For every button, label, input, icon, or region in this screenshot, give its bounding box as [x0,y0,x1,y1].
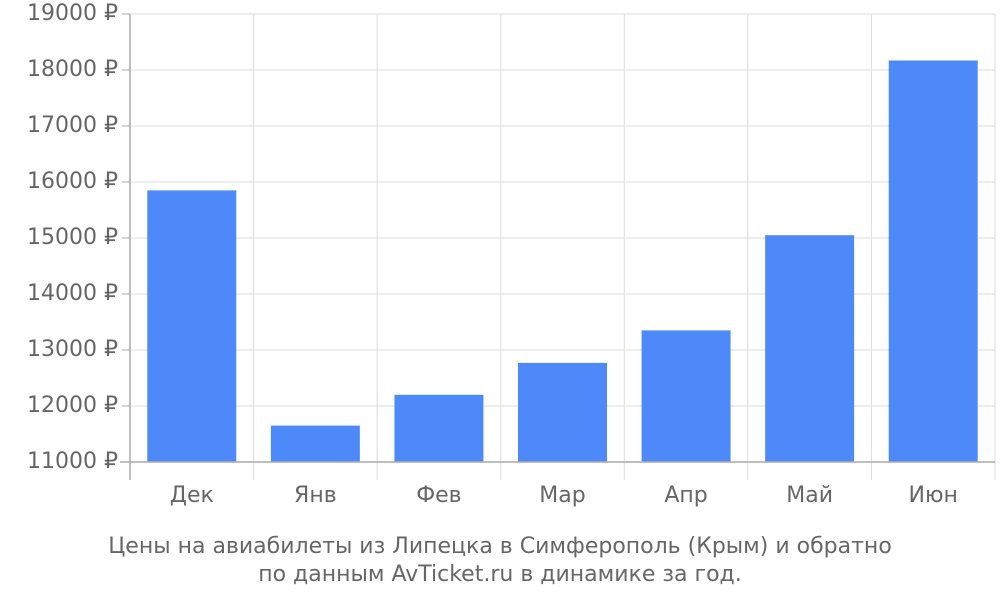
x-tick-label: Май [786,483,833,508]
x-tick-label: Дек [170,483,214,508]
bar-3 [394,394,484,462]
x-tick-label: Апр [664,483,707,508]
bar-4 [518,362,607,462]
y-tick-label: 11000 ₽ [27,449,118,474]
y-tick-label: 18000 ₽ [27,57,118,82]
bar-1 [147,190,237,462]
x-tick-labels: Дек Янв Фев Мар Апр Май Июн [170,483,958,508]
y-tick-label: 17000 ₽ [27,113,118,138]
x-tick-label: Янв [294,483,337,508]
y-tick-label: 16000 ₽ [27,169,118,194]
bar-7 [888,60,978,462]
bar-2 [270,425,360,462]
x-tick-label: Июн [909,483,958,508]
x-tick-label: Фев [416,483,461,508]
y-tick-labels: 11000 ₽ 12000 ₽ 13000 ₽ 14000 ₽ 15000 ₽ 16000… [27,1,118,474]
caption-line-1: Цены на авиабилеты из Липецка в Симфероп… [108,534,892,559]
bar-5 [641,330,731,462]
x-tick-label: Мар [539,483,585,508]
axes [120,13,995,480]
chart-caption: Цены на авиабилеты из Липецка в Симфероп… [0,533,1000,589]
bar-chart: 11000 ₽ 12000 ₽ 13000 ₽ 14000 ₽ 15000 ₽ 16000… [27,1,996,508]
bars [147,60,978,462]
y-tick-label: 15000 ₽ [27,225,118,250]
y-tick-label: 12000 ₽ [27,393,118,418]
y-tick-label: 13000 ₽ [27,337,118,362]
y-tick-label: 14000 ₽ [27,281,118,306]
caption-line-2: по данным AvTicket.ru в динамике за год. [258,562,742,587]
y-tick-label: 19000 ₽ [27,1,118,26]
bar-6 [765,235,855,462]
grid-lines [130,13,996,480]
